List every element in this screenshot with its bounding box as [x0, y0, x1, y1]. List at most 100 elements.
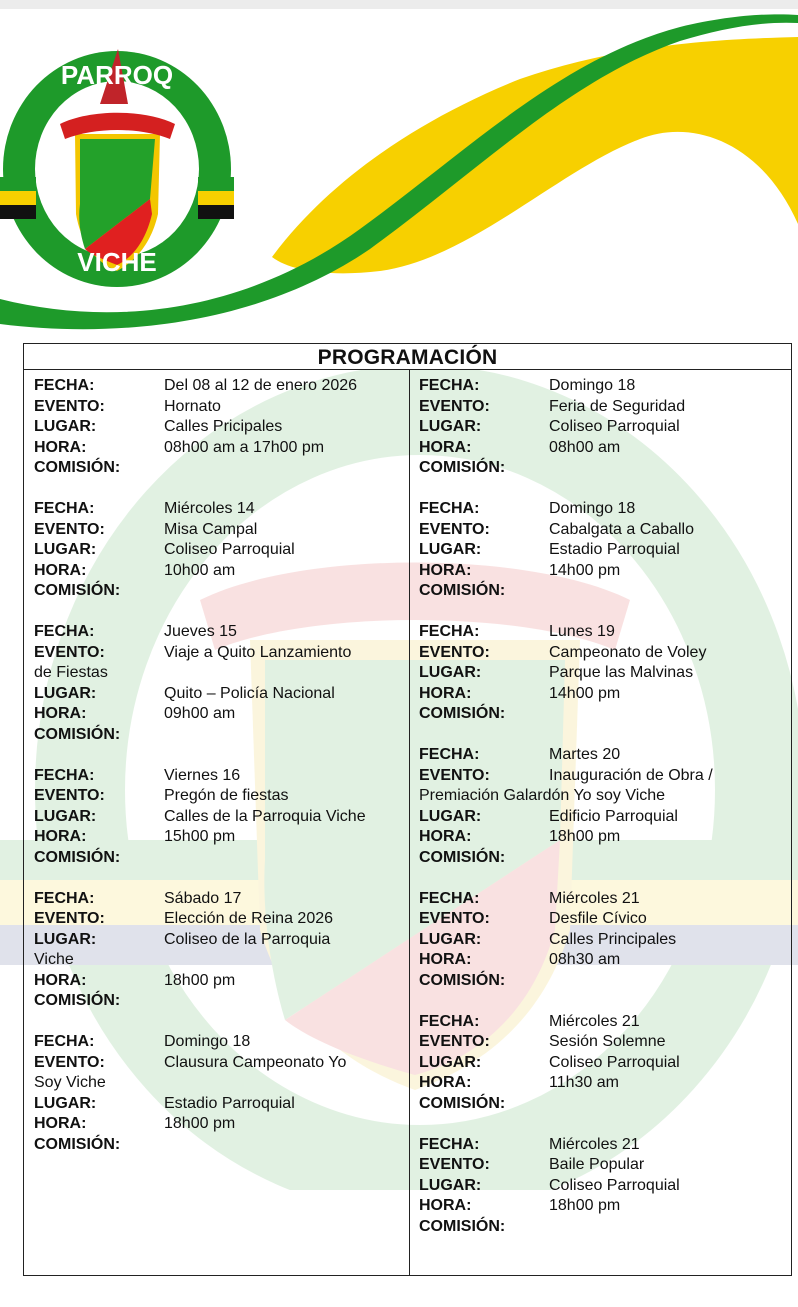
- field-comision: COMISIÓN:: [409, 458, 791, 479]
- field-value-continuation: Premiación Galardón Yo soy Viche: [419, 787, 666, 804]
- field-evento: EVENTO: Pregón de fiestas: [24, 786, 409, 807]
- event-block: FECHA: Jueves 15 EVENTO: Viaje a Quito Lanz…: [24, 622, 409, 745]
- field-hora: HORA: 08h00 am: [409, 438, 791, 459]
- field-value: 14h00 pm: [549, 561, 621, 579]
- field-lugar: LUGAR: Estadio Parroquial: [409, 540, 791, 561]
- field-fecha: FECHA: Domingo 18: [409, 499, 791, 520]
- field-value: 11h30 am: [549, 1074, 619, 1091]
- event-block: FECHA: Miércoles 21 EVENTO: Desfile Cívico L…: [409, 889, 791, 992]
- field-hora: HORA: 18h00 pm: [409, 1196, 791, 1217]
- field-comision: COMISIÓN:: [24, 1135, 409, 1156]
- field-evento: EVENTO: Campeonato de Voley: [409, 643, 791, 664]
- field-fecha: FECHA: Martes 20: [409, 745, 791, 766]
- field-value: Viernes 16: [164, 766, 241, 784]
- event-block: FECHA: Del 08 al 12 de enero 2026 EVENTO: H…: [24, 376, 409, 479]
- field-value: 10h00 am: [164, 561, 236, 579]
- field-label: EVENTO:: [34, 787, 105, 804]
- field-value: 18h00 pm: [164, 971, 236, 989]
- field-comision: COMISIÓN:: [24, 725, 409, 746]
- field-evento: EVENTO: Misa Campal: [24, 520, 409, 541]
- field-evento: EVENTO: Sesión Solemne: [409, 1032, 791, 1053]
- field-value: Calles Principales: [549, 930, 677, 948]
- gad-parroquial-viche-logo: PARROQ VICHE: [0, 47, 235, 291]
- field-hora: HORA: 08h30 am: [409, 950, 791, 971]
- field-label: HORA:: [34, 705, 87, 722]
- field-label: COMISIÓN:: [419, 848, 506, 866]
- field-label: LUGAR:: [419, 930, 482, 948]
- field-label: FECHA:: [34, 766, 95, 784]
- field-value: Coliseo Parroquial: [164, 541, 295, 558]
- field-label: EVENTO:: [419, 1033, 490, 1050]
- field-label: LUGAR:: [419, 1176, 482, 1194]
- field-label: COMISIÓN:: [34, 725, 121, 743]
- field-label: COMISIÓN:: [419, 582, 506, 599]
- field-label: EVENTO:: [419, 397, 490, 415]
- field-comision: COMISIÓN:: [409, 1217, 791, 1238]
- field-hora: HORA: 18h00 pm: [24, 1114, 409, 1135]
- event-block: FECHA: Sábado 17 EVENTO: Elección de Reina …: [24, 889, 409, 1012]
- field-value: Calles de la Parroquia Viche: [164, 807, 366, 825]
- field-lugar: LUGAR: Coliseo Parroquial: [409, 1053, 791, 1074]
- field-label: FECHA:: [419, 1012, 480, 1030]
- field-value: Hornato: [164, 397, 221, 415]
- field-hora: HORA: 14h00 pm: [409, 684, 791, 705]
- field-label: LUGAR:: [34, 807, 97, 825]
- field-value: Viaje a Quito Lanzamiento: [164, 643, 352, 661]
- field-label: LUGAR:: [34, 930, 97, 948]
- field-label: COMISIÓN:: [419, 1217, 506, 1235]
- field-label: COMISIÓN:: [34, 848, 121, 866]
- field-hora: HORA: 14h00 pm: [409, 561, 791, 582]
- field-label: FECHA:: [34, 500, 95, 517]
- field-label: HORA:: [34, 1115, 87, 1132]
- field-evento: EVENTO: Feria de Seguridad: [409, 397, 791, 418]
- event-block: FECHA: Domingo 18 EVENTO: Feria de Segurida…: [409, 376, 791, 479]
- left-column: FECHA: Del 08 al 12 de enero 2026 EVENTO: H…: [24, 370, 410, 1275]
- field-label: EVENTO:: [419, 643, 490, 661]
- field-lugar: LUGAR: Parque las Malvinas: [409, 663, 791, 684]
- top-bar: [0, 0, 798, 9]
- field-lugar-continuation: Viche: [24, 950, 409, 971]
- field-label: HORA:: [419, 561, 472, 579]
- field-fecha: FECHA: Lunes 19: [409, 622, 791, 643]
- field-label: HORA:: [419, 684, 472, 702]
- field-label: FECHA:: [34, 1033, 95, 1050]
- field-value: Miércoles 21: [549, 1012, 640, 1030]
- field-value: 09h00 am: [164, 705, 236, 722]
- field-evento: EVENTO: Baile Popular: [409, 1155, 791, 1176]
- field-fecha: FECHA: Miércoles 21: [409, 1012, 791, 1033]
- programacion-table: PROGRAMACIÓN FECHA: Del 08 al 12 de enero…: [23, 343, 792, 1276]
- field-lugar: LUGAR: Quito – Policía Nacional: [24, 684, 409, 705]
- field-evento: EVENTO: Elección de Reina 2026: [24, 909, 409, 930]
- field-value: Baile Popular: [549, 1156, 645, 1173]
- field-comision: COMISIÓN:: [409, 848, 791, 869]
- field-label: FECHA:: [419, 1135, 480, 1153]
- svg-text:PARROQ: PARROQ: [61, 60, 173, 90]
- field-label: HORA:: [34, 438, 87, 456]
- field-evento-continuation: de Fiestas: [24, 663, 409, 684]
- field-label: EVENTO:: [419, 520, 490, 538]
- field-label: COMISIÓN:: [419, 459, 506, 476]
- field-fecha: FECHA: Domingo 18: [409, 376, 791, 397]
- field-hora: HORA: 08h00 am a 17h00 pm: [24, 438, 409, 459]
- field-label: HORA:: [34, 971, 87, 989]
- field-fecha: FECHA: Sábado 17: [24, 889, 409, 910]
- field-label: EVENTO:: [419, 1156, 490, 1173]
- event-block: FECHA: Domingo 18 EVENTO: Clausura Campeona…: [24, 1032, 409, 1155]
- svg-text:VICHE: VICHE: [77, 247, 156, 277]
- field-label: EVENTO:: [419, 766, 490, 784]
- field-fecha: FECHA: Domingo 18: [24, 1032, 409, 1053]
- field-label: LUGAR:: [419, 541, 482, 558]
- field-value: Cabalgata a Caballo: [549, 520, 694, 538]
- field-value: 14h00 pm: [549, 684, 621, 702]
- field-label: EVENTO:: [34, 397, 105, 415]
- field-label: FECHA:: [419, 500, 480, 517]
- field-label: LUGAR:: [419, 418, 482, 435]
- field-value: Miércoles 21: [549, 1135, 640, 1153]
- field-label: HORA:: [419, 1074, 472, 1091]
- field-lugar: LUGAR: Coliseo Parroquial: [409, 1176, 791, 1197]
- field-label: HORA:: [34, 561, 87, 579]
- field-value-continuation: Soy Viche: [34, 1074, 106, 1091]
- field-comision: COMISIÓN:: [409, 971, 791, 992]
- field-label: COMISIÓN:: [419, 971, 506, 989]
- field-fecha: FECHA: Jueves 15: [24, 622, 409, 643]
